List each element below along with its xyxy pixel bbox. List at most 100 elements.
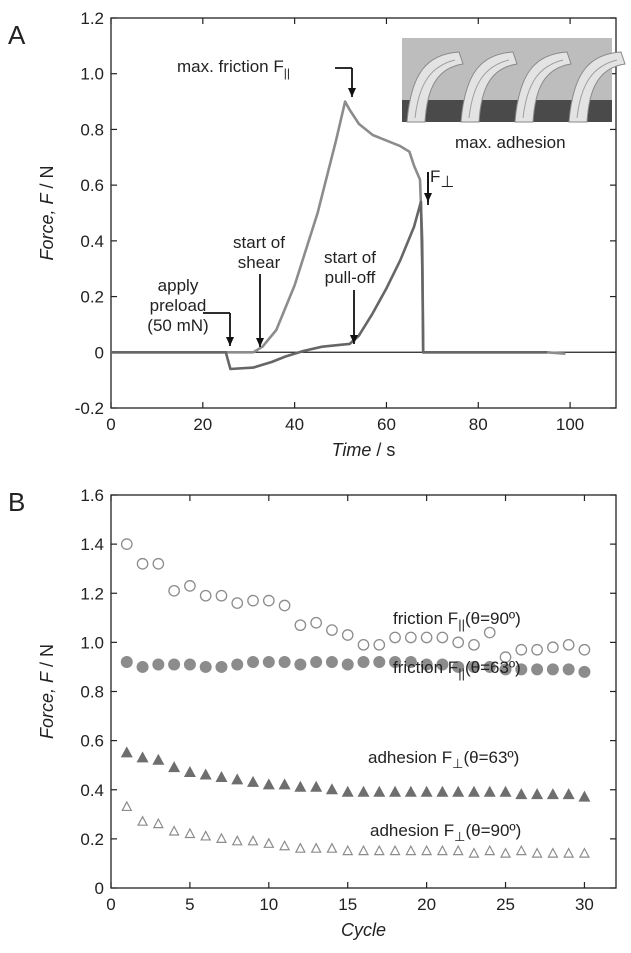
point-friction-90 [404,631,417,644]
point-friction-90 [578,643,591,656]
point-adhesion-90 [500,847,512,858]
panel-b-series-3 [121,800,590,858]
panel-a-ytick-label: 1.0 [80,65,104,84]
panel-b-xtick-label: 15 [338,895,357,914]
point-friction-90 [452,636,465,649]
point-adhesion-63 [215,770,228,782]
panel-b-series-2 [120,746,591,802]
point-friction-90 [420,631,433,644]
panel-b-xtick-label: 5 [185,895,194,914]
point-friction-90 [531,643,543,656]
panel-a-ylabel-main: Force, F [37,193,57,261]
point-friction-63 [420,658,433,671]
point-friction-90 [547,641,559,654]
panel-b-ytick-label: 0.8 [80,683,104,702]
point-friction-90 [231,597,244,609]
point-adhesion-63 [404,785,417,797]
point-friction-63 [562,663,575,676]
panel-b-ytick-label: 1.6 [80,486,104,505]
panel-a-ytick-label: 0.4 [80,232,104,251]
point-friction-63 [404,656,417,669]
sem-inset-lamella [406,51,464,123]
point-friction-90 [373,638,386,651]
point-adhesion-90 [231,835,243,846]
panel-b-axes: 0 5 10 15 20 25 30 0 0.2 0.4 0.6 0.8 1.0 1.2 1.4 1.6 Cyc… [37,486,617,940]
point-friction-90 [184,580,196,592]
point-friction-90 [168,584,180,597]
point-friction-90 [152,557,165,570]
sem-inset-lamella [568,51,626,123]
panel-b-ytick-label: 0.6 [80,732,104,751]
point-friction-63 [294,658,307,671]
panel-a-xtick-label: 20 [193,415,212,434]
point-adhesion-63 [136,751,149,763]
point-friction-90 [278,599,291,612]
panel-b-series-label: adhesion F⊥(θ=90º) [370,821,521,844]
point-adhesion-63 [183,766,196,778]
annotation-shear-line: shear [238,253,281,272]
series-label-word: friction F [393,609,458,628]
annotation-preload-arrow [226,313,234,346]
series-label-angle: (θ=90º) [465,609,521,628]
point-adhesion-63 [294,780,307,792]
point-friction-90 [483,626,496,639]
point-adhesion-90 [421,844,433,856]
point-friction-63 [341,658,354,671]
point-friction-90 [357,638,370,651]
sem-inset-lamella-edge [414,59,456,119]
point-adhesion-90 [168,825,180,836]
sem-inset-lamella [460,51,518,123]
panel-a-xlabel-unit: / s [371,440,395,460]
point-adhesion-63 [357,785,370,797]
point-friction-63 [499,663,512,676]
point-adhesion-63 [420,785,433,797]
max-friction-text: max. friction F [177,57,284,76]
panel-a-xlabel: Time / s [332,440,396,460]
panel-b-series-1 [120,656,591,678]
point-friction-90 [310,616,323,629]
panel-b-ylabel-main: Force, F [37,671,57,739]
point-adhesion-63 [231,773,244,785]
annotation-pulloff-line: start of [324,248,376,267]
annotation-f-perp: F⊥ [427,167,454,205]
panel-b-ytick-label: 1.0 [80,633,104,652]
point-friction-90 [199,589,212,602]
annotation-pulloff-arrow [350,290,358,344]
point-adhesion-90 [452,844,464,856]
point-friction-90 [262,594,275,607]
panel-b-xlabel: Cycle [341,920,386,940]
max-friction-subscript: || [284,66,290,80]
panel-a-xtick-label: 100 [556,415,584,434]
point-adhesion-90 [184,827,196,839]
annotation-shear-arrow [256,274,264,347]
point-adhesion-90 [342,844,354,856]
point-adhesion-63 [247,775,260,787]
panel-a-ylabel: Force, F / N [37,165,57,260]
panel-b-xtick-label: 30 [575,895,594,914]
point-friction-63 [531,663,544,676]
point-friction-63 [199,660,212,673]
point-adhesion-90 [373,844,385,856]
point-friction-63 [310,656,323,669]
point-adhesion-90 [484,844,496,856]
panel-a-ytick-label: 0 [95,343,104,362]
point-friction-63 [231,658,244,671]
panel-b-ytick-label: 0 [95,879,104,898]
point-friction-63 [389,656,402,669]
annotation-pulloff-arrow-head [350,335,358,344]
point-adhesion-63 [578,790,591,802]
panel-b-ytick-label: 1.4 [80,535,104,554]
series-label-angle: (θ=63º) [465,658,521,677]
point-adhesion-90 [152,817,164,829]
panel-b-xtick-label: 20 [417,895,436,914]
point-adhesion-63 [452,785,465,797]
sem-inset-image [402,38,626,123]
panel-b-ytick-label: 0.2 [80,830,104,849]
panel-b-series-label: adhesion F⊥(θ=63º) [368,748,519,771]
point-friction-63 [436,658,449,671]
panel-a-ytick-label: 0.8 [80,120,104,139]
point-friction-90 [436,631,449,644]
point-friction-63 [168,658,181,671]
